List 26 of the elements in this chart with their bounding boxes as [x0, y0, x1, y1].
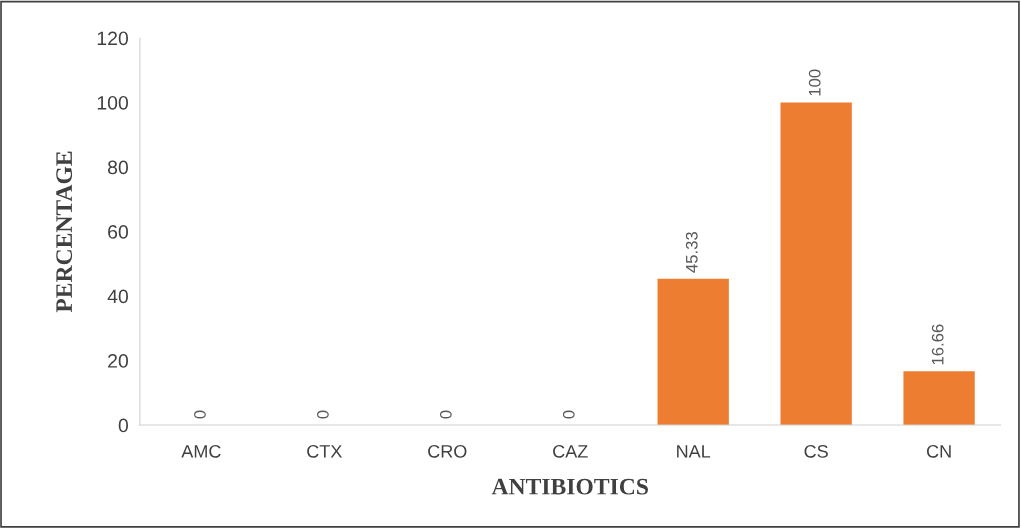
x-axis-title: ANTIBIOTICS: [491, 478, 648, 495]
y-tick-label: 20: [108, 354, 129, 368]
data-label: 0: [439, 410, 452, 419]
y-tick-label: 40: [107, 289, 129, 304]
x-tick-label: CN: [926, 444, 951, 458]
x-tick-label: CS: [804, 444, 828, 458]
x-tick-label: NAL: [677, 445, 711, 458]
data-label: 16.66: [931, 324, 944, 365]
x-tick-label: CRO: [428, 444, 467, 458]
x-tick-label: CAZ: [553, 444, 588, 458]
data-label: 0: [316, 410, 329, 419]
data-label: 45.33: [685, 232, 698, 273]
y-tick-label: 120: [97, 31, 129, 46]
x-tick-label: AMC: [181, 444, 221, 458]
bar: [903, 371, 975, 426]
y-tick-label: 80: [107, 160, 129, 175]
y-tick-label: 0: [118, 418, 129, 433]
bar: [780, 102, 852, 426]
x-tick-label: CTX: [307, 444, 342, 458]
data-label: 0: [562, 410, 575, 419]
data-label: 0: [194, 410, 206, 419]
y-tick-label: 60: [108, 225, 129, 239]
data-label: 100: [808, 69, 821, 96]
y-axis-title: PERCENTAGE: [56, 151, 73, 313]
bar: [657, 278, 729, 426]
y-tick-label: 100: [97, 95, 129, 110]
